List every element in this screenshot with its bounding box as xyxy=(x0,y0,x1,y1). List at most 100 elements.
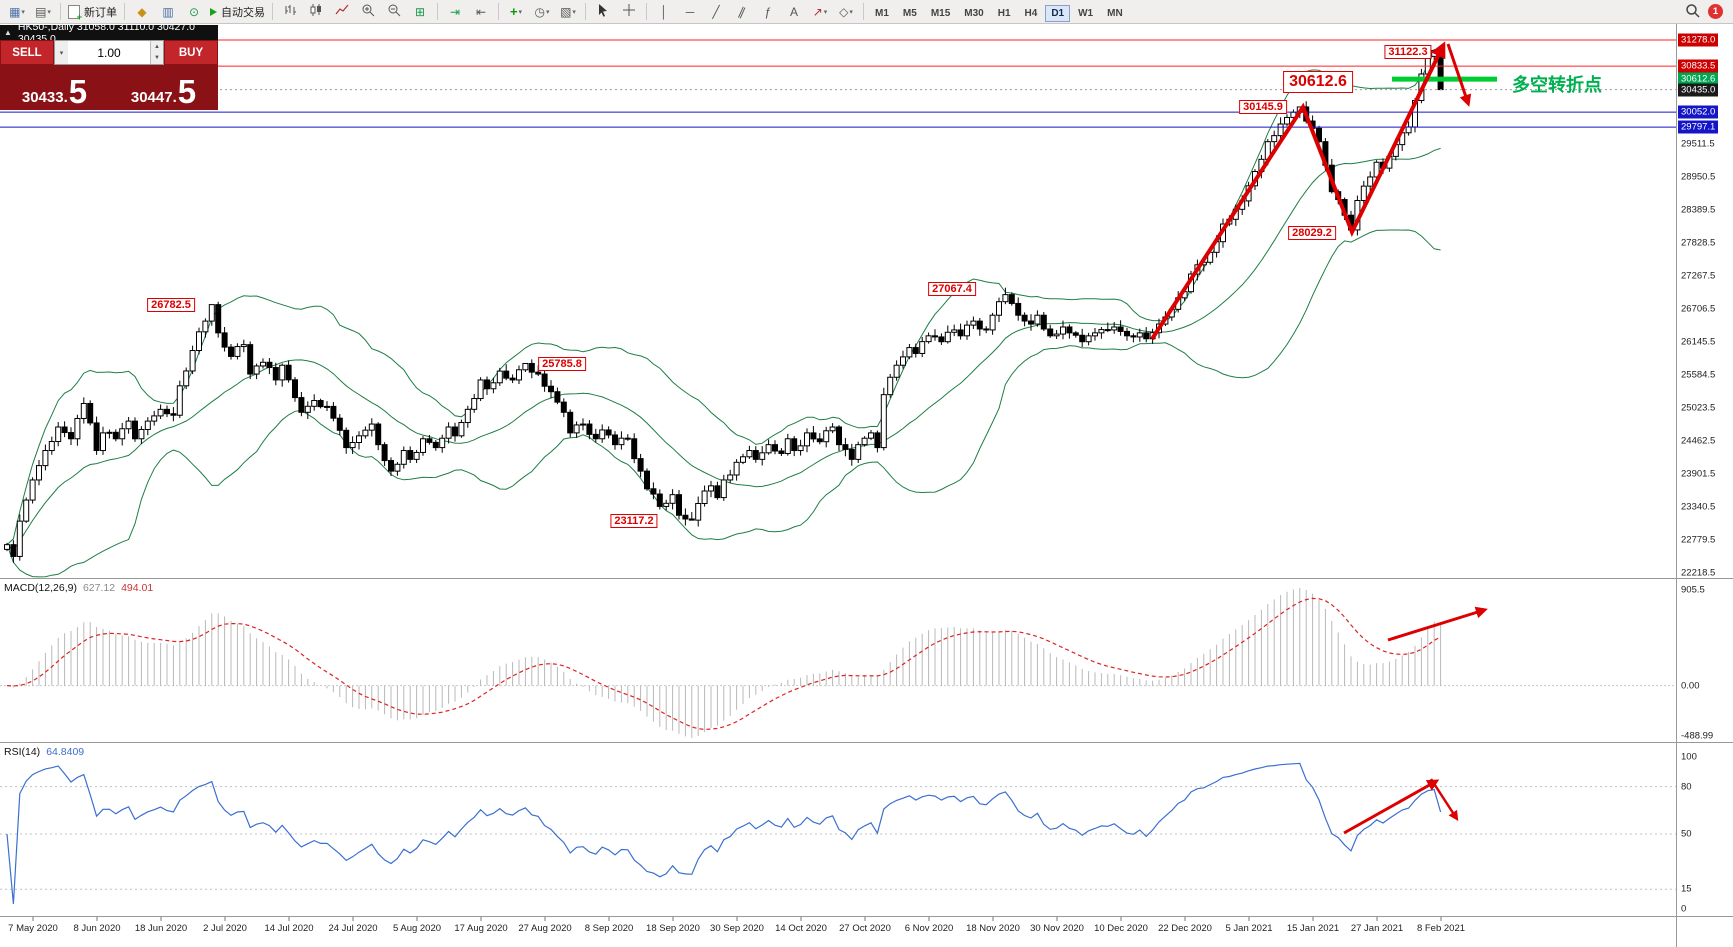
bar-chart-button[interactable] xyxy=(277,1,303,23)
strategy-tester-button[interactable]: ⊙ xyxy=(181,1,207,23)
toolbar-separator xyxy=(498,3,499,20)
macd-signal-value: 494.01 xyxy=(121,582,154,594)
rsi-panel xyxy=(0,762,1676,904)
new-order-icon: + xyxy=(68,4,82,21)
trend-arrow[interactable] xyxy=(1429,778,1457,817)
timeframe-m15[interactable]: M15 xyxy=(930,7,951,19)
trendline-icon: ╱ xyxy=(712,4,720,19)
trend-arrow[interactable] xyxy=(1387,609,1482,642)
play-icon xyxy=(210,7,217,16)
new-order-button[interactable]: + 新订单 xyxy=(65,1,120,23)
cursor-icon xyxy=(596,3,610,20)
candlestick-button[interactable] xyxy=(303,1,329,23)
buy-button[interactable]: BUY xyxy=(164,40,218,65)
macd-name: MACD(12,26,9) xyxy=(4,582,77,594)
indicators-icon: + xyxy=(509,4,518,19)
notification-badge[interactable]: 1 xyxy=(1708,4,1723,19)
buy-price[interactable]: 30447. 5 xyxy=(109,65,218,110)
fibonacci-button[interactable]: ƒ xyxy=(755,1,781,23)
buy-price-small: 30447. xyxy=(130,89,177,106)
profiles-icon: ▤ xyxy=(35,4,47,19)
metaeditor-icon: ◆ xyxy=(137,4,147,19)
metaeditor-button[interactable]: ◆ xyxy=(129,1,155,23)
tile-windows-icon: ⊞ xyxy=(414,4,426,19)
chevron-down-icon: ▾ xyxy=(849,8,853,16)
timeframe-mn[interactable]: MN xyxy=(1107,7,1123,19)
terminal-button[interactable]: ▥ xyxy=(155,1,181,23)
timeframe-h4[interactable]: H4 xyxy=(1024,7,1038,19)
indicators-button[interactable]: + ▾ xyxy=(503,1,529,23)
search-icon xyxy=(1685,3,1700,21)
tile-windows-button[interactable]: ⊞ xyxy=(407,1,433,23)
timeframe-m5[interactable]: M5 xyxy=(902,7,917,19)
macd-panel xyxy=(0,587,1676,738)
trend-arrow[interactable] xyxy=(1446,43,1469,101)
horizontal-line-button[interactable]: ─ xyxy=(677,1,703,23)
sell-button[interactable]: SELL xyxy=(0,40,54,65)
vertical-line-icon: │ xyxy=(660,4,668,19)
chart-shift-icon: ⇤ xyxy=(475,4,487,19)
zoom-in-button[interactable] xyxy=(355,1,381,23)
toolbar-separator xyxy=(272,3,273,20)
trendline-button[interactable]: ╱ xyxy=(703,1,729,23)
chevron-down-icon: ▾ xyxy=(572,8,576,16)
buy-price-big: 5 xyxy=(177,73,197,111)
trend-arrow[interactable] xyxy=(1150,49,1443,341)
rsi-line xyxy=(6,762,1442,904)
fibonacci-icon: ƒ xyxy=(764,4,772,19)
auto-scroll-icon: ⇥ xyxy=(449,4,461,19)
chart-shift-button[interactable]: ⇤ xyxy=(468,1,494,23)
timeframe-m1[interactable]: M1 xyxy=(875,7,889,19)
chevron-down-icon: ▾ xyxy=(47,8,51,16)
candlestick-chart xyxy=(4,46,1444,578)
vertical-line-button[interactable]: │ xyxy=(651,1,677,23)
cursor-button[interactable] xyxy=(590,1,616,23)
timeframe-w1[interactable]: W1 xyxy=(1078,7,1094,19)
candlestick-icon xyxy=(309,3,323,20)
lot-decrease-button[interactable]: ▼ xyxy=(150,52,163,64)
shapes-button[interactable]: ◇ ▾ xyxy=(833,1,859,23)
lot-dropdown-icon[interactable]: ▾ xyxy=(55,41,68,64)
profiles-button[interactable]: ▤ ▾ xyxy=(30,1,56,23)
channel-button[interactable]: ∥ xyxy=(729,1,755,23)
macd-main-value: 627.12 xyxy=(82,582,116,594)
arrow-icon: ↗ xyxy=(812,4,823,19)
auto-scroll-button[interactable]: ⇥ xyxy=(442,1,468,23)
new-chart-button[interactable]: ▦ ▾ xyxy=(4,1,30,23)
timeframe-group: M1 M5 M15 M30 H1 H4 D1 W1 MN xyxy=(868,3,1130,22)
new-order-label: 新订单 xyxy=(84,6,117,19)
lot-value[interactable]: 1.00 xyxy=(97,45,121,60)
lot-size-input[interactable]: ▾ 1.00 ▲ ▼ xyxy=(54,40,164,65)
crosshair-button[interactable] xyxy=(616,1,642,23)
rsi-name: RSI(14) xyxy=(4,746,41,758)
trend-arrow[interactable] xyxy=(1343,781,1434,835)
timeframe-h1[interactable]: H1 xyxy=(997,7,1011,19)
text-label-button[interactable]: A xyxy=(781,1,807,23)
chart-ohlc-strip: ▲ HK50-,Daily 31058.0 31110.0 30427.0 30… xyxy=(0,21,218,45)
autotrading-button[interactable]: 自动交易 xyxy=(207,1,268,23)
chevron-down-icon: ▾ xyxy=(545,8,550,16)
one-click-trading-panel: SELL ▾ 1.00 ▲ ▼ BUY 30433. 5 30447. 5 xyxy=(0,40,218,110)
periods-button[interactable]: ◷ ▾ xyxy=(529,1,555,23)
templates-button[interactable]: ▧ ▾ xyxy=(555,1,581,23)
bollinger-lower xyxy=(6,229,1441,578)
chevron-down-icon: ▾ xyxy=(823,8,828,16)
sell-price[interactable]: 30433. 5 xyxy=(0,65,109,110)
template-icon: ▧ xyxy=(560,4,572,19)
arrow-tools-button[interactable]: ↗ ▾ xyxy=(807,1,833,23)
zoom-out-button[interactable] xyxy=(381,1,407,23)
timeframe-m30[interactable]: M30 xyxy=(964,7,984,19)
line-chart-button[interactable] xyxy=(329,1,355,23)
clock-icon: ◷ xyxy=(534,4,545,19)
lot-increase-button[interactable]: ▲ xyxy=(150,41,163,53)
timeframe-d1[interactable]: D1 xyxy=(1045,4,1071,22)
sell-price-big: 5 xyxy=(68,73,88,111)
collapse-panel-icon[interactable]: ▲ xyxy=(4,28,12,37)
line-chart-icon xyxy=(335,3,349,20)
trend-arrows xyxy=(1150,41,1488,835)
toolbar: ▦ ▾ ▤ ▾ + 新订单 ◆ ▥ ⊙ 自动交易 ⊞ ⇥ ⇤ + ▾ ◷ ▾ ▧ ▾ │ … xyxy=(0,0,1733,24)
zoom-out-icon xyxy=(387,3,401,20)
sell-price-small: 30433. xyxy=(21,89,68,106)
search-button[interactable] xyxy=(1679,1,1705,23)
